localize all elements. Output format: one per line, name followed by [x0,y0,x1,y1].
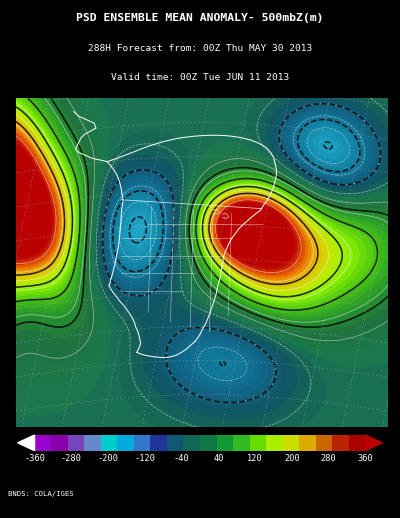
Text: -360: -360 [24,454,45,463]
Bar [117,435,134,451]
Bar [101,435,117,451]
Bar [68,435,84,451]
Bar [150,435,167,451]
Text: 200: 200 [284,454,300,463]
Text: 40: 40 [213,454,224,463]
Text: PSD ENSEMBLE MEAN ANOMALY- 500mbZ(m): PSD ENSEMBLE MEAN ANOMALY- 500mbZ(m) [76,12,324,23]
Bar [250,435,266,451]
Bar [349,435,366,451]
Bar [332,435,349,451]
Bar [51,435,68,451]
Bar [34,435,51,451]
Text: 360: 360 [358,454,373,463]
Polygon shape [18,435,34,451]
Text: Valid time: 00Z Tue JUN 11 2013: Valid time: 00Z Tue JUN 11 2013 [111,73,289,82]
Bar [266,435,283,451]
Bar [283,435,299,451]
Text: -120: -120 [134,454,155,463]
Text: BNDS: COLA/IGES: BNDS: COLA/IGES [8,492,74,497]
Bar [167,435,184,451]
Text: 280: 280 [321,454,336,463]
Text: 288H Forecast from: 00Z Thu MAY 30 2013: 288H Forecast from: 00Z Thu MAY 30 2013 [88,44,312,53]
Bar [200,435,216,451]
Bar [233,435,250,451]
Text: -280: -280 [61,454,82,463]
Text: -40: -40 [174,454,190,463]
Bar [84,435,101,451]
Bar [216,435,233,451]
Polygon shape [366,435,382,451]
Bar [299,435,316,451]
Bar [134,435,150,451]
Text: 120: 120 [247,454,263,463]
Text: -200: -200 [98,454,118,463]
Bar [316,435,332,451]
Bar [184,435,200,451]
